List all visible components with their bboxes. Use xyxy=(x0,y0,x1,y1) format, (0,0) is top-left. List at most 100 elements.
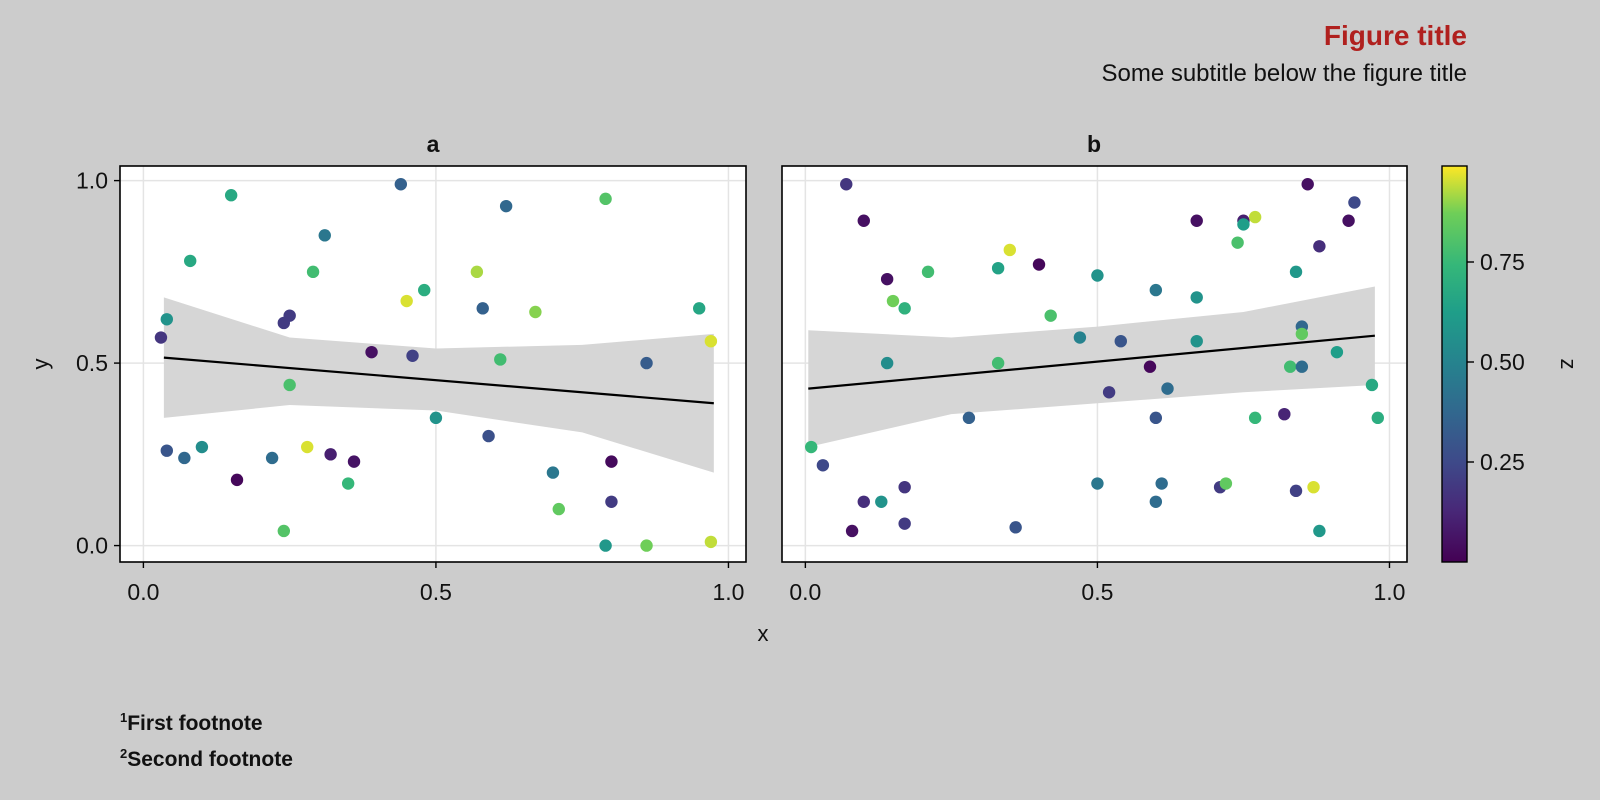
footnote-2-mark: 2 xyxy=(120,746,128,761)
scatter-point xyxy=(154,331,168,344)
panel-a-ytick-label: 0.0 xyxy=(76,533,108,559)
scatter-point xyxy=(1190,291,1203,304)
scatter-point xyxy=(898,480,911,494)
colorbar-tick-label: 0.50 xyxy=(1480,349,1525,375)
scatter-point xyxy=(816,459,830,472)
colorbar-gradient xyxy=(1441,165,1468,563)
scatter-point xyxy=(880,356,894,370)
footnote-1-text: First footnote xyxy=(127,712,263,735)
scatter-point xyxy=(195,440,209,454)
panel-b-frame xyxy=(781,165,1408,563)
scatter-point xyxy=(318,229,331,242)
scatter-point xyxy=(640,356,653,370)
scatter-point xyxy=(406,349,419,362)
panel-b-xtick-label: 0.0 xyxy=(789,579,821,605)
scatter-point xyxy=(482,429,495,443)
scatter-point xyxy=(1091,477,1104,490)
scatter-point xyxy=(1313,240,1326,253)
scatter-point xyxy=(546,466,560,479)
panel-b-points xyxy=(805,178,1384,538)
scatter-point xyxy=(962,411,976,425)
scatter-point xyxy=(875,495,888,508)
scatter-point xyxy=(1301,178,1314,191)
panel-b-xtick-label: 0.5 xyxy=(1081,579,1113,605)
panel-b-ticks: 0.0 0.5 1.0 xyxy=(789,562,1405,605)
scatter-point xyxy=(1009,521,1022,534)
scatter-point xyxy=(365,345,378,359)
panel-a-title: a xyxy=(427,131,440,157)
scatter-point xyxy=(605,455,618,468)
scatter-point xyxy=(857,495,870,508)
scatter-point xyxy=(1149,283,1163,297)
scatter-point xyxy=(429,411,443,425)
footnote-1: 1First footnote xyxy=(120,703,293,739)
panel-a-fit-line xyxy=(163,356,714,405)
panel-a-confidence-band xyxy=(163,297,714,473)
panel-a: 0.0 0.0 0.5 0.5 1.0 1.0 a y xyxy=(28,131,747,605)
footnotes: 1First footnote 2Second footnote xyxy=(120,703,293,775)
scatter-point xyxy=(1091,269,1104,282)
scatter-point xyxy=(394,178,408,191)
panel-b-title: b xyxy=(1087,131,1101,157)
scatter-point xyxy=(1295,360,1309,373)
scatter-point xyxy=(230,473,244,487)
scatter-point xyxy=(1190,214,1203,227)
footnote-2: 2Second footnote xyxy=(120,739,293,775)
scatter-point xyxy=(921,265,935,279)
panel-b-xtick-label: 1.0 xyxy=(1373,579,1405,605)
scatter-point xyxy=(1248,210,1262,224)
scatter-point xyxy=(184,254,197,268)
scatter-point xyxy=(324,448,337,461)
panel-a-xtick-label: 0.5 xyxy=(420,579,452,605)
panel-b-confidence-band xyxy=(808,286,1375,448)
scatter-point xyxy=(552,502,565,516)
scatter-point xyxy=(265,451,279,465)
scatter-point xyxy=(1307,480,1320,494)
scatter-point xyxy=(1289,484,1303,498)
scatter-point xyxy=(1365,378,1379,392)
scatter-point xyxy=(692,302,706,315)
scatter-point xyxy=(499,199,513,213)
scatter-point xyxy=(991,261,1005,275)
panel-b-fit-line xyxy=(808,334,1375,390)
scatter-point xyxy=(599,192,612,206)
scatter-point xyxy=(1342,214,1355,227)
scatter-point xyxy=(1348,196,1361,209)
scatter-point xyxy=(1330,345,1344,359)
scatter-point xyxy=(1102,386,1116,399)
scatter-point xyxy=(1219,477,1233,490)
scatter-point xyxy=(1161,382,1174,395)
panel-a-xtick-label: 1.0 xyxy=(712,579,744,605)
footnote-2-text: Second footnote xyxy=(127,748,293,771)
scatter-point xyxy=(880,272,894,286)
colorbar: 0.25 0.50 0.75 z xyxy=(1441,165,1581,563)
scatter-point xyxy=(160,313,174,326)
scatter-point xyxy=(898,302,911,315)
panel-a-points xyxy=(154,178,718,552)
scatter-point xyxy=(476,302,489,315)
scatter-point xyxy=(704,535,718,549)
figure-subtitle: Some subtitle below the figure title xyxy=(1101,60,1467,87)
scatter-point xyxy=(1073,331,1087,344)
scatter-point xyxy=(898,517,911,530)
scatter-point xyxy=(1149,495,1163,508)
scatter-point xyxy=(1313,524,1326,538)
scatter-point xyxy=(599,539,612,552)
scatter-point xyxy=(1149,411,1163,425)
scatter-point xyxy=(704,334,718,348)
scatter-point xyxy=(224,188,238,202)
scatter-point xyxy=(400,294,413,308)
scatter-point xyxy=(1283,360,1297,373)
colorbar-tick-label: 0.25 xyxy=(1480,449,1525,475)
scatter-point xyxy=(160,444,174,457)
panel-b: 0.0 0.5 1.0 b xyxy=(781,131,1408,605)
scatter-point xyxy=(1371,411,1384,425)
panel-a-frame xyxy=(119,165,747,563)
scatter-point xyxy=(1278,407,1291,421)
scatter-point xyxy=(1003,243,1017,257)
scatter-point xyxy=(1190,334,1203,348)
footnote-1-mark: 1 xyxy=(120,710,128,725)
scatter-point xyxy=(1248,411,1262,425)
scatter-point xyxy=(301,440,314,454)
